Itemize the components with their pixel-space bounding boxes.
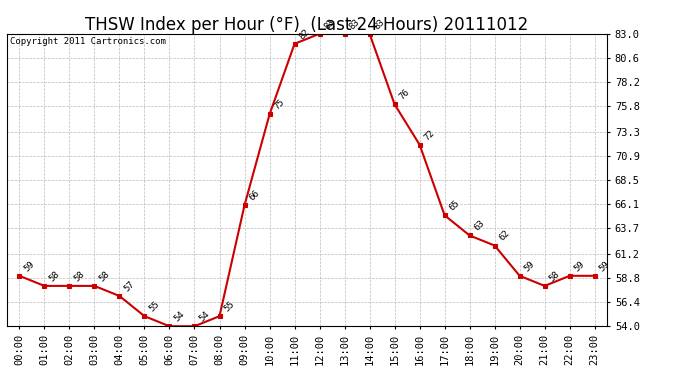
Text: 58: 58 — [72, 269, 86, 283]
Text: 83: 83 — [322, 17, 336, 31]
Text: 83: 83 — [373, 17, 386, 31]
Text: 82: 82 — [297, 27, 311, 41]
Text: 55: 55 — [147, 299, 161, 314]
Text: 59: 59 — [598, 259, 611, 273]
Text: 72: 72 — [422, 128, 436, 142]
Text: 63: 63 — [473, 219, 486, 233]
Text: 66: 66 — [247, 189, 262, 202]
Text: 58: 58 — [547, 269, 562, 283]
Text: 59: 59 — [522, 259, 536, 273]
Text: 62: 62 — [497, 229, 511, 243]
Text: 76: 76 — [397, 88, 411, 102]
Text: 83: 83 — [347, 17, 362, 31]
Text: 55: 55 — [222, 299, 236, 314]
Text: 57: 57 — [122, 279, 136, 293]
Text: 54: 54 — [197, 309, 211, 324]
Text: 58: 58 — [97, 269, 111, 283]
Text: 59: 59 — [573, 259, 586, 273]
Text: Copyright 2011 Cartronics.com: Copyright 2011 Cartronics.com — [10, 37, 166, 46]
Text: 54: 54 — [172, 309, 186, 324]
Title: THSW Index per Hour (°F)  (Last 24 Hours) 20111012: THSW Index per Hour (°F) (Last 24 Hours)… — [86, 16, 529, 34]
Text: 58: 58 — [47, 269, 61, 283]
Text: 59: 59 — [22, 259, 36, 273]
Text: 75: 75 — [273, 98, 286, 112]
Text: 65: 65 — [447, 198, 462, 213]
